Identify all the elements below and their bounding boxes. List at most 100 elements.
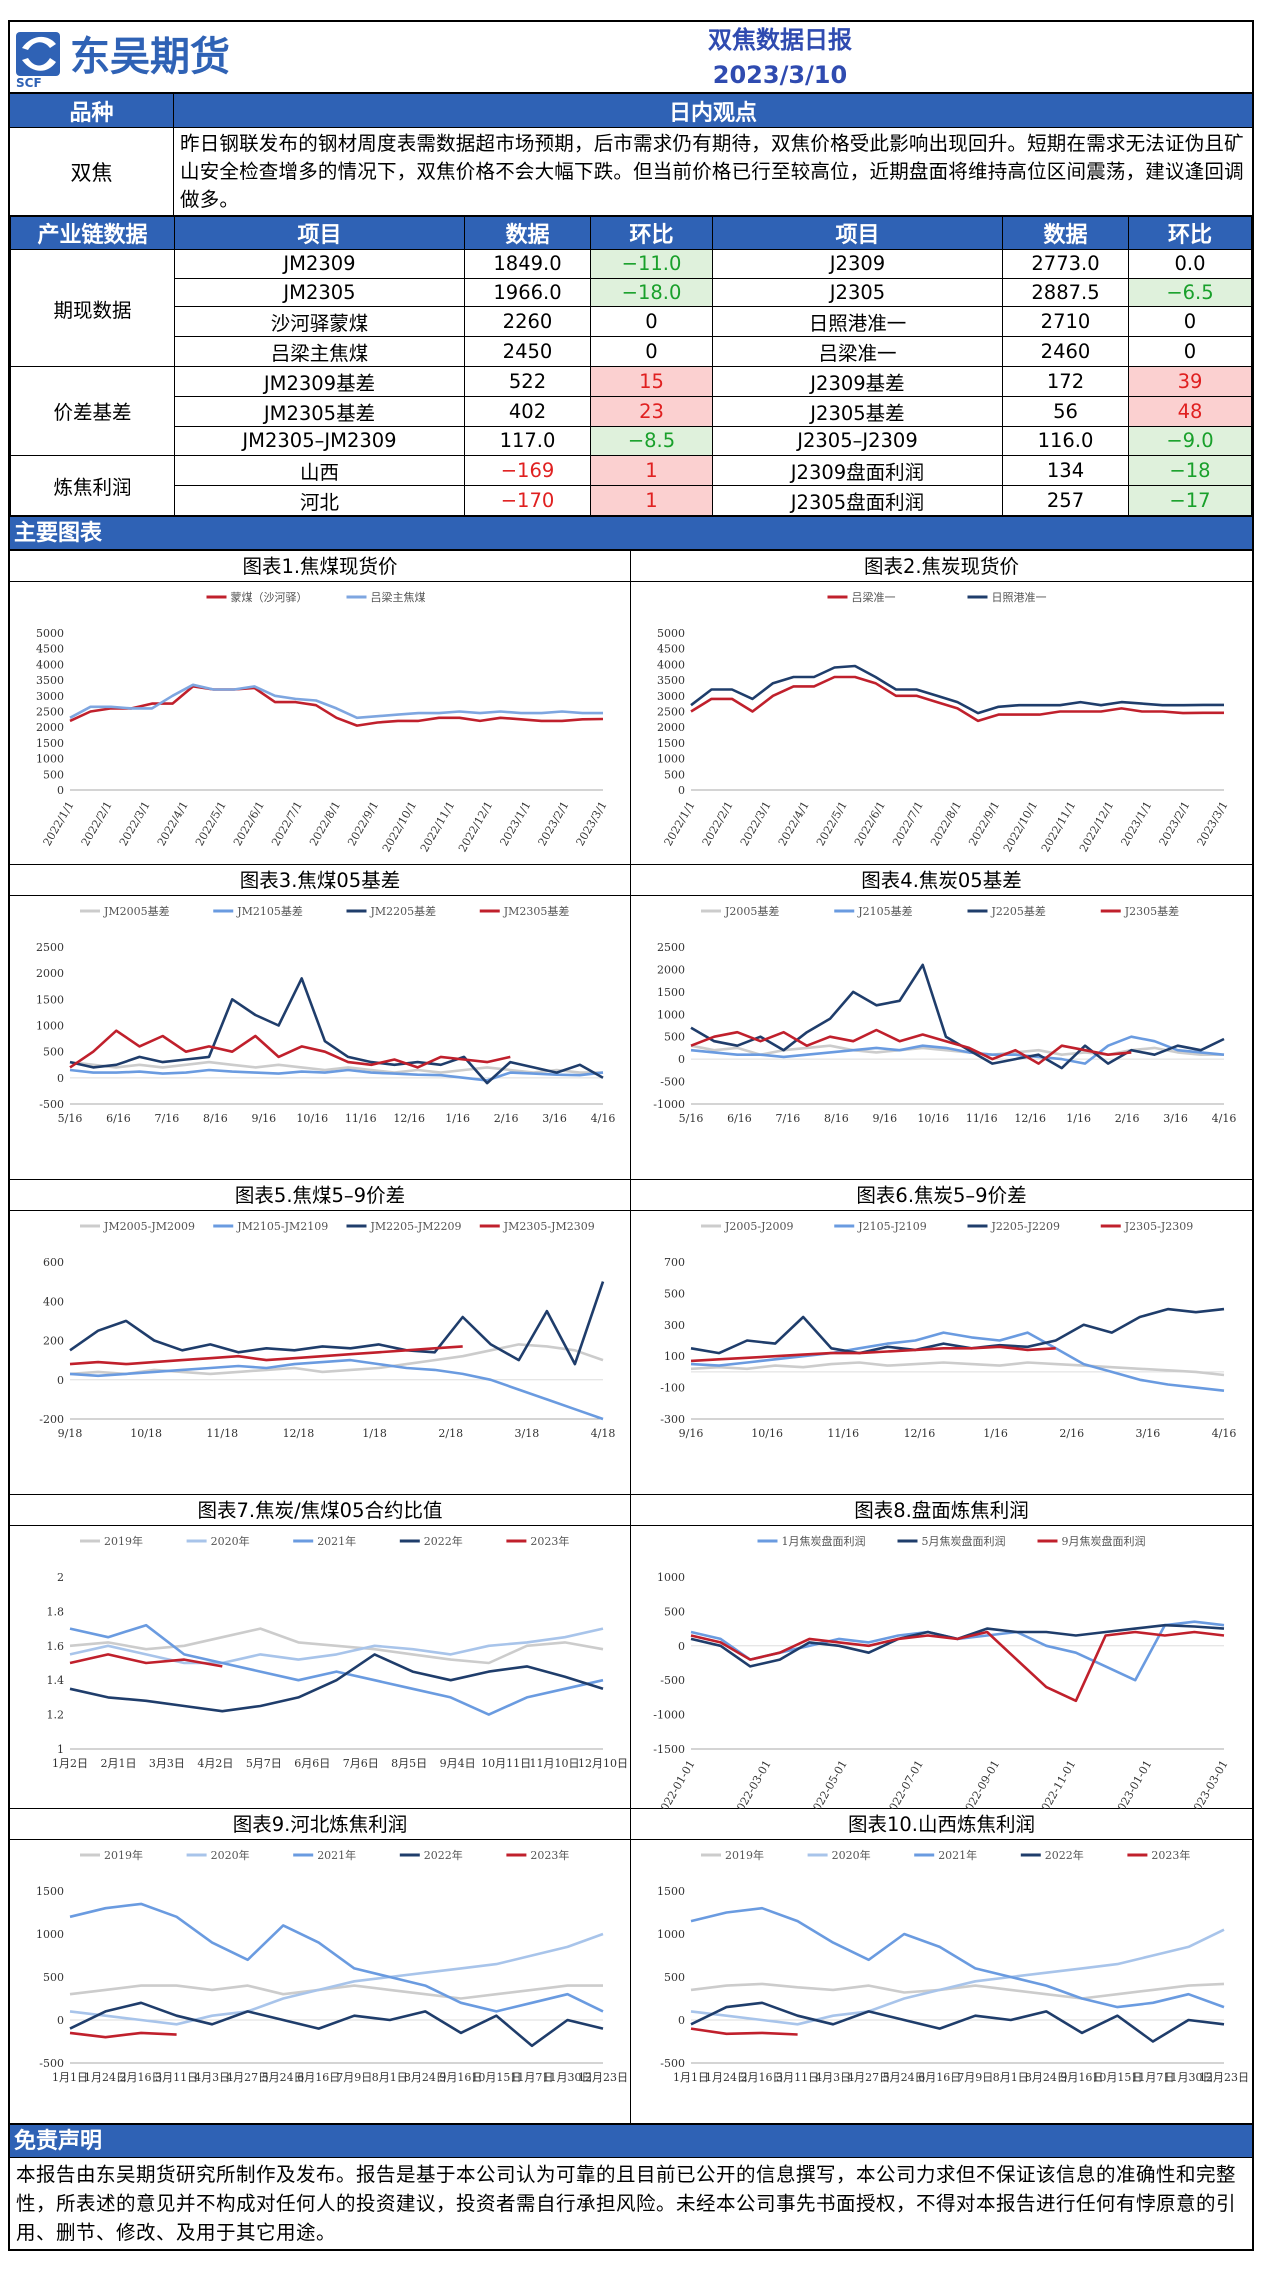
y-tick-label: 500 [664, 768, 685, 781]
series-line [690, 1345, 1056, 1363]
legend-label: 2019年 [104, 1848, 143, 1862]
x-tick-label: 2/16 [494, 1112, 519, 1125]
y-tick-label: 500 [43, 1046, 64, 1059]
x-tick-label: 2/16 [1115, 1112, 1140, 1125]
table-cell: 1 [590, 484, 713, 516]
x-tick-label: 6月6日 [294, 1757, 330, 1770]
table-cell: −18.0 [590, 277, 713, 308]
group-label: 期现数据 [10, 248, 175, 368]
table-cell: 39 [1128, 366, 1252, 398]
table-cell: 48 [1128, 396, 1252, 428]
y-tick-label: 700 [664, 1256, 685, 1269]
x-tick-label: 4月27日 [847, 2071, 890, 2084]
table-cell: JM2305 [174, 277, 465, 308]
x-tick-label: 12月10日 [578, 1757, 628, 1770]
legend-item: 2023年 [1127, 1848, 1190, 1862]
table-row: JM2305基差 402 23 J2305基差 56 48 [11, 396, 1252, 428]
legend-item: 2023年 [506, 1848, 569, 1862]
x-tick-label: 2022/1/1 [41, 799, 77, 848]
table-cell: −6.5 [1128, 277, 1252, 308]
x-tick-label: 2022/8/1 [928, 799, 964, 848]
y-tick-label: 1000 [657, 1571, 685, 1584]
y-tick-label: -500 [660, 1674, 685, 1687]
series-line [69, 1932, 604, 2026]
series-line [69, 1626, 604, 1664]
series-line [690, 1035, 1225, 1066]
series-line [69, 1626, 604, 1664]
x-tick-label: 10/16 [751, 1427, 783, 1440]
table-cell: J2305基差 [712, 396, 1003, 428]
legend-label: 2023年 [1151, 1848, 1190, 1862]
y-tick-label: 0 [678, 784, 685, 797]
x-tick-label: 2022/9/1 [345, 799, 381, 848]
x-tick-label: 4月3日 [194, 2071, 230, 2084]
x-tick-label: 8月1日 [372, 2071, 408, 2084]
series-line [69, 1343, 604, 1376]
x-tick-label: 2022/11/1 [418, 799, 457, 854]
y-tick-label: 400 [43, 1295, 64, 1308]
x-tick-label: 2022/8/1 [307, 799, 343, 848]
legend-label: J2005基差 [724, 904, 779, 918]
legend-label: 2022年 [424, 1534, 463, 1548]
legend-label: 1月焦炭盘面利润 [782, 1534, 866, 1548]
y-tick-label: 2000 [657, 721, 685, 734]
legend-item: 2021年 [293, 1848, 356, 1862]
x-tick-label: 11/18 [206, 1427, 238, 1440]
series-line [690, 1630, 1225, 1702]
report-title: 双焦数据日报 [708, 26, 852, 54]
series-line [690, 1907, 1225, 2009]
x-tick-label: 6/16 [106, 1112, 131, 1125]
legend-item: JM2005-JM2009 [80, 1220, 195, 1233]
x-tick-label: 4/16 [1212, 1112, 1237, 1125]
chart-svg: JM2005-JM2009 JM2105-JM2109 JM2205-JM2209 J… [39, 1220, 616, 1440]
x-tick-label: 11月7日 [1131, 2071, 1174, 2084]
x-tick-label: 3/16 [1163, 1112, 1188, 1125]
x-tick-label: 4/16 [591, 1112, 616, 1125]
y-tick-label: 2 [57, 1571, 64, 1584]
table-cell: −17 [1128, 484, 1252, 516]
x-tick-label: 3/16 [1136, 1427, 1161, 1440]
industry-data-table: 产业链数据 项目 数据 环比 项目 数据 环比 期现数据 JM2309 1849.0 −11.0 J… [10, 216, 1252, 516]
table-cell: 1966.0 [464, 277, 591, 308]
legend-label: 蒙煤（沙河驿） [231, 591, 308, 604]
y-tick-label: 3000 [657, 690, 685, 703]
legend-label: 2021年 [317, 1848, 356, 1862]
y-tick-label: 2500 [657, 941, 685, 954]
legend-item: 吕梁主焦煤 [346, 590, 426, 604]
x-tick-label: 3月3日 [149, 1757, 185, 1770]
table-cell: 15 [590, 366, 713, 398]
table-cell: 2460 [1002, 336, 1129, 368]
table-cell: JM2305基差 [174, 396, 465, 428]
chart-svg: 1月焦炭盘面利润 5月焦炭盘面利润 9月焦炭盘面利润 -1500 -1000 -500 0 5… [653, 1534, 1230, 1809]
view-head-variety: 品种 [10, 94, 174, 127]
x-tick-label: 5月7日 [246, 1757, 282, 1770]
legend-item: J2305基差 [1100, 904, 1179, 918]
table-cell: 0 [590, 306, 713, 338]
table-cell: 402 [464, 396, 591, 428]
chart-svg: 2019年 2020年 2021年 2022年 2023年 1 1.2 1.4 1.6 1.8 2 1… [47, 1534, 629, 1770]
x-tick-label: 8月5日 [391, 1757, 427, 1770]
y-tick-label: 3500 [657, 674, 685, 687]
table-row: JM2305–JM2309 117.0 −8.5 J2305–J2309 116.0 −9… [11, 426, 1252, 456]
x-tick-label: 7/16 [155, 1112, 180, 1125]
chart-panel-2: 图表2.焦炭现货价 吕梁准一 日照港准一 0 500 1000 1500 2000 2500 30… [631, 551, 1252, 866]
legend-label: J2005-J2009 [724, 1220, 794, 1233]
table-cell: 日照港准一 [712, 306, 1003, 338]
legend-item: JM2205-JM2209 [346, 1220, 462, 1233]
x-tick-label: 12/18 [283, 1427, 315, 1440]
legend-item: J2205-J2209 [967, 1220, 1060, 1233]
table-header-2: 数据 [464, 216, 591, 250]
y-tick-label: -500 [39, 2057, 64, 2070]
x-tick-label: 4/18 [591, 1427, 616, 1440]
x-tick-label: 2月16日 [120, 2071, 163, 2084]
x-tick-label: 11月10日 [530, 1757, 580, 1770]
series-line [69, 1902, 604, 2013]
table-row: 吕梁主焦煤 2450 0 吕梁准一 2460 0 [11, 336, 1252, 368]
logo-sub: SCF [16, 76, 42, 90]
table-cell: 2773.0 [1002, 249, 1129, 279]
company-logo: SCF 东吴期货 [16, 32, 230, 90]
x-tick-label: 11月7日 [510, 2071, 553, 2084]
legend-item: 2021年 [914, 1848, 977, 1862]
y-tick-label: -1500 [653, 1743, 685, 1756]
series-line [690, 1928, 1225, 2026]
